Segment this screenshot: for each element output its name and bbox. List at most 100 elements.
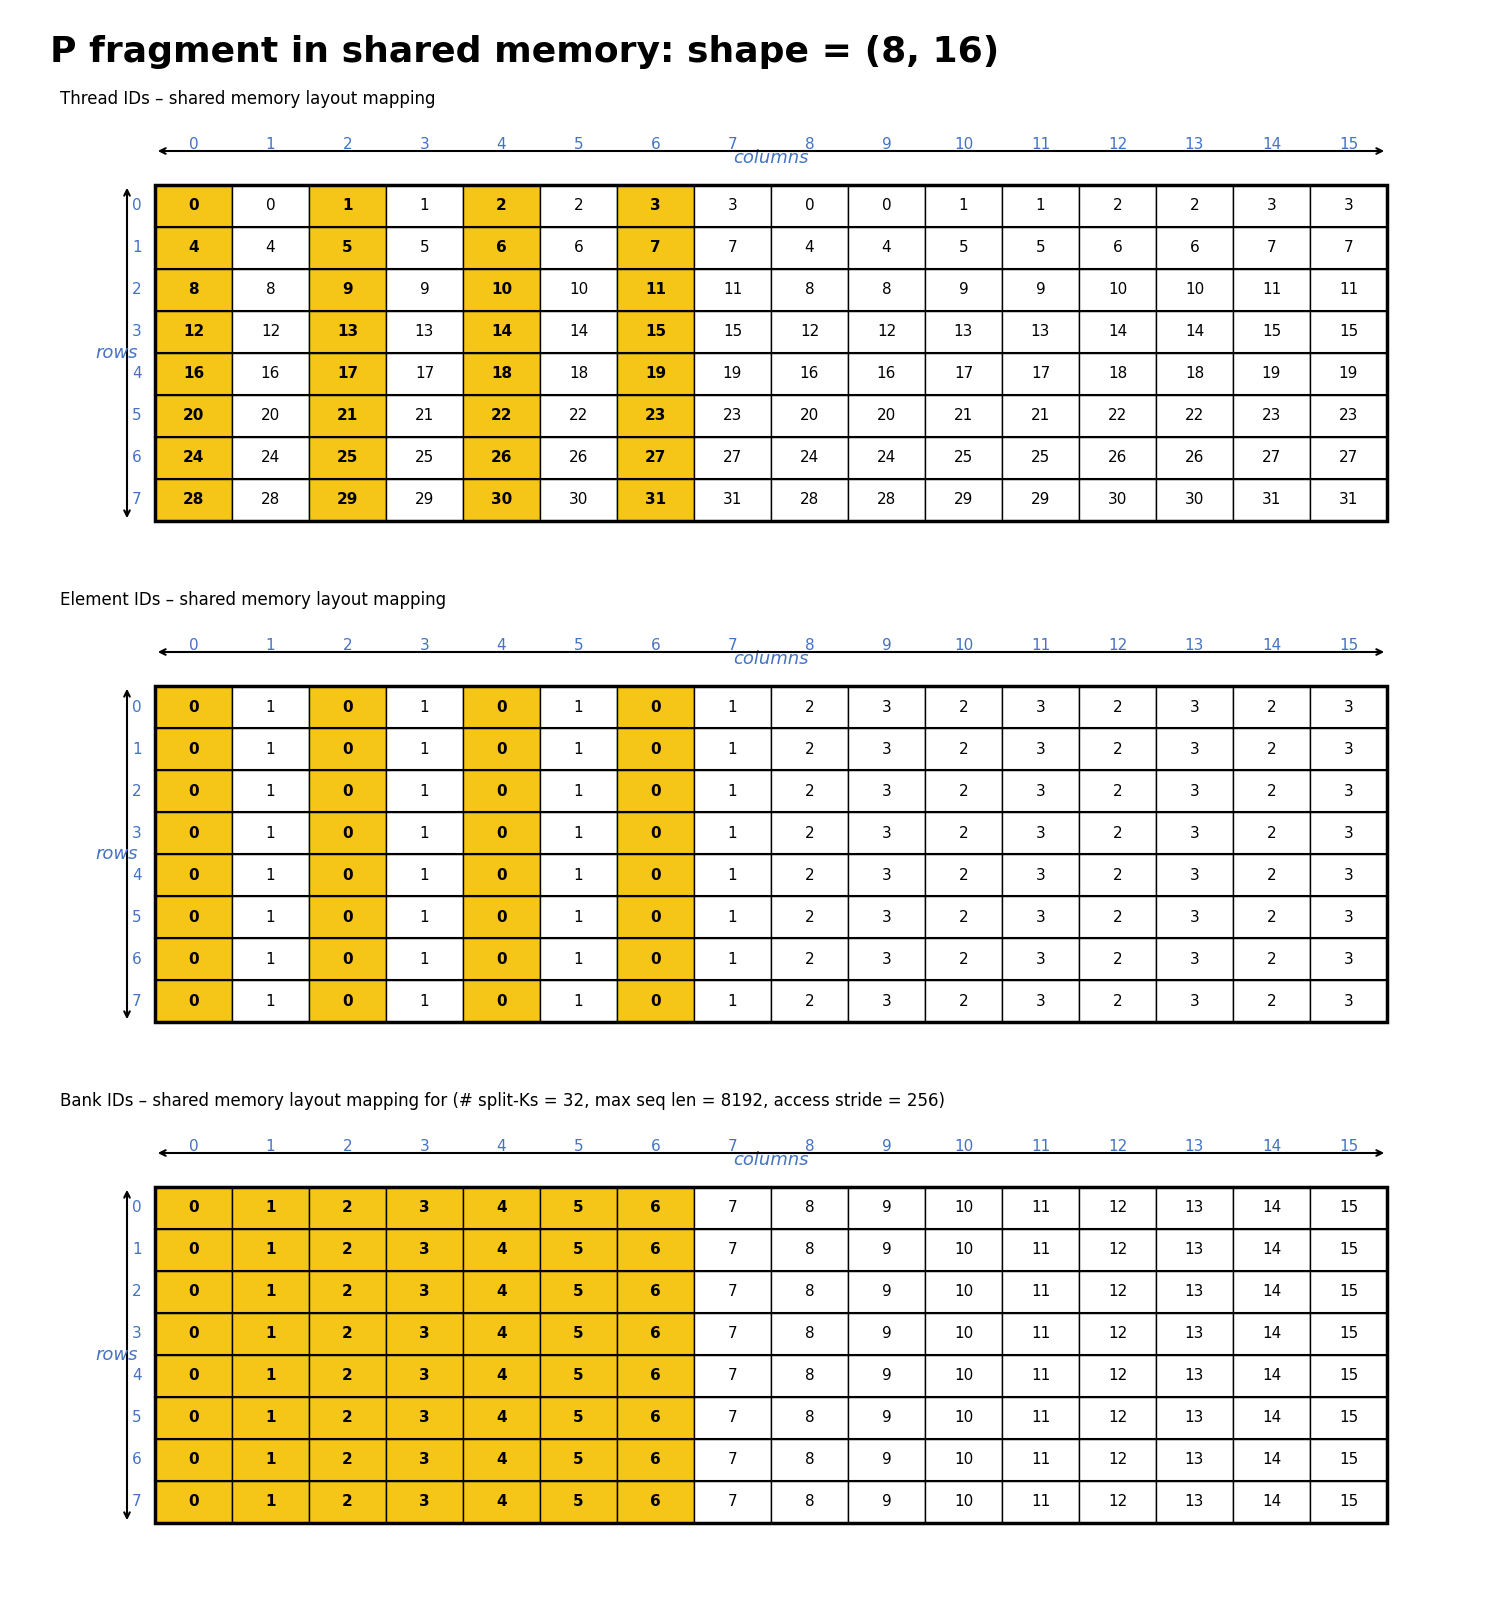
Text: 11: 11 [1031, 1368, 1050, 1384]
Bar [616, 979, 694, 1022]
Bar [848, 813, 925, 854]
Bar [1310, 1314, 1387, 1355]
Text: 2: 2 [959, 994, 968, 1008]
Bar [310, 1438, 386, 1482]
Bar [848, 310, 925, 354]
Bar [925, 854, 1002, 896]
Text: 24: 24 [877, 451, 896, 466]
Bar [1002, 938, 1079, 979]
Bar [232, 1438, 310, 1482]
Text: 3: 3 [1343, 952, 1354, 966]
Bar [925, 478, 1002, 522]
Text: 22: 22 [1185, 408, 1204, 424]
Text: 14: 14 [1261, 638, 1281, 653]
Bar [616, 437, 694, 478]
Text: 2: 2 [1113, 952, 1122, 966]
Bar [156, 1397, 232, 1438]
Text: 15: 15 [1339, 638, 1358, 653]
Bar [1310, 437, 1387, 478]
Text: 5: 5 [573, 1326, 583, 1341]
Text: 13: 13 [1185, 1411, 1204, 1426]
Bar [1079, 854, 1156, 896]
Text: 9: 9 [1035, 283, 1046, 298]
Bar [232, 770, 310, 813]
Bar [1079, 227, 1156, 269]
Bar [694, 1314, 770, 1355]
Text: 13: 13 [1185, 1139, 1204, 1154]
Text: 21: 21 [1031, 408, 1050, 424]
Text: 3: 3 [1267, 198, 1276, 213]
Text: 2: 2 [343, 1494, 353, 1509]
Bar [540, 1187, 616, 1229]
Bar [616, 938, 694, 979]
Bar [925, 1438, 1002, 1482]
Text: 0: 0 [651, 909, 661, 925]
Text: 6: 6 [651, 638, 660, 653]
Bar [310, 813, 386, 854]
Bar [616, 1187, 694, 1229]
Text: 26: 26 [491, 451, 512, 466]
Text: 3: 3 [727, 198, 738, 213]
Text: 1: 1 [573, 952, 583, 966]
Bar [1310, 770, 1387, 813]
Bar [462, 437, 540, 478]
Text: 1: 1 [727, 867, 738, 883]
Bar [540, 1397, 616, 1438]
Bar [386, 1482, 462, 1523]
Text: 14: 14 [568, 325, 588, 339]
Bar [156, 186, 232, 227]
Bar [770, 1314, 848, 1355]
Text: 4: 4 [497, 1243, 507, 1258]
Bar [848, 1482, 925, 1523]
Bar [1233, 770, 1310, 813]
Bar [1310, 310, 1387, 354]
Text: 4: 4 [497, 1494, 507, 1509]
Bar [310, 269, 386, 310]
Text: Bank IDs – shared memory layout mapping for (# split-Ks = 32, max seq len = 8192: Bank IDs – shared memory layout mapping … [60, 1091, 945, 1110]
Text: rows: rows [96, 1346, 138, 1363]
Bar [848, 1187, 925, 1229]
Bar [156, 310, 232, 354]
Text: 0: 0 [188, 909, 199, 925]
Bar [1079, 310, 1156, 354]
Text: 7: 7 [132, 493, 142, 507]
Bar [156, 686, 232, 728]
Bar [232, 269, 310, 310]
Text: 7: 7 [132, 994, 142, 1008]
Text: 6: 6 [651, 1411, 661, 1426]
Text: 1: 1 [420, 826, 429, 840]
Text: 2: 2 [343, 138, 353, 152]
Text: 14: 14 [1261, 1285, 1281, 1299]
Bar [1079, 1355, 1156, 1397]
Text: 10: 10 [954, 1368, 972, 1384]
Bar [232, 395, 310, 437]
Bar [232, 1229, 310, 1270]
Text: 20: 20 [800, 408, 820, 424]
Bar [925, 896, 1002, 938]
Bar [386, 1438, 462, 1482]
Text: 0: 0 [651, 741, 661, 757]
Bar [1079, 728, 1156, 770]
Text: 4: 4 [881, 240, 892, 256]
Text: 3: 3 [1343, 741, 1354, 757]
Text: 3: 3 [1343, 909, 1354, 925]
Bar [232, 979, 310, 1022]
Text: 31: 31 [723, 493, 742, 507]
Text: 8: 8 [805, 283, 814, 298]
Text: 6: 6 [132, 952, 142, 966]
Bar [1233, 354, 1310, 395]
Bar [232, 1355, 310, 1397]
Bar [694, 1187, 770, 1229]
Text: 6: 6 [651, 1200, 661, 1216]
Bar [462, 1229, 540, 1270]
Bar [462, 813, 540, 854]
Text: 3: 3 [419, 138, 429, 152]
Text: 2: 2 [1267, 994, 1276, 1008]
Bar [310, 770, 386, 813]
Text: 25: 25 [337, 451, 358, 466]
Text: 14: 14 [1261, 1453, 1281, 1467]
Text: 3: 3 [1189, 826, 1200, 840]
Bar [1156, 896, 1233, 938]
Text: 3: 3 [1035, 784, 1046, 798]
Text: 0: 0 [188, 1200, 199, 1216]
